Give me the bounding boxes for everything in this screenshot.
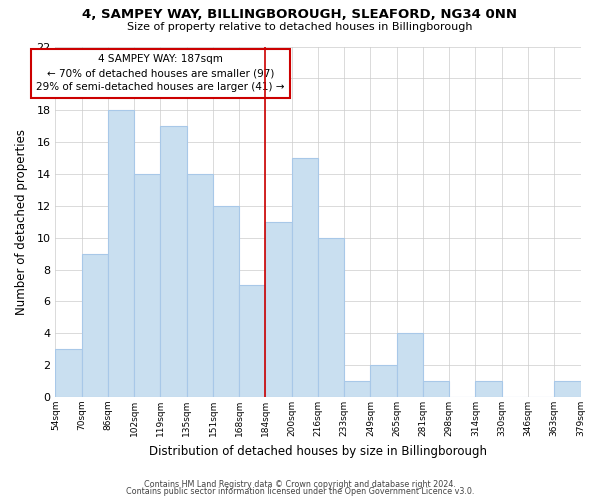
- Bar: [239, 286, 265, 397]
- Text: 4, SAMPEY WAY, BILLINGBOROUGH, SLEAFORD, NG34 0NN: 4, SAMPEY WAY, BILLINGBOROUGH, SLEAFORD,…: [83, 8, 517, 20]
- Y-axis label: Number of detached properties: Number of detached properties: [15, 129, 28, 315]
- Bar: [344, 381, 370, 397]
- Bar: [554, 381, 581, 397]
- Bar: [423, 381, 449, 397]
- Bar: [55, 349, 82, 397]
- Bar: [108, 110, 134, 397]
- Bar: [265, 222, 292, 397]
- Bar: [160, 126, 187, 397]
- Text: 4 SAMPEY WAY: 187sqm
← 70% of detached houses are smaller (97)
29% of semi-detac: 4 SAMPEY WAY: 187sqm ← 70% of detached h…: [36, 54, 285, 92]
- Bar: [82, 254, 108, 397]
- Bar: [187, 174, 213, 397]
- Bar: [370, 365, 397, 397]
- Bar: [134, 174, 160, 397]
- Text: Contains HM Land Registry data © Crown copyright and database right 2024.: Contains HM Land Registry data © Crown c…: [144, 480, 456, 489]
- Bar: [475, 381, 502, 397]
- Text: Size of property relative to detached houses in Billingborough: Size of property relative to detached ho…: [127, 22, 473, 32]
- Bar: [397, 334, 423, 397]
- Bar: [292, 158, 318, 397]
- X-axis label: Distribution of detached houses by size in Billingborough: Distribution of detached houses by size …: [149, 444, 487, 458]
- Bar: [213, 206, 239, 397]
- Text: Contains public sector information licensed under the Open Government Licence v3: Contains public sector information licen…: [126, 488, 474, 496]
- Bar: [318, 238, 344, 397]
